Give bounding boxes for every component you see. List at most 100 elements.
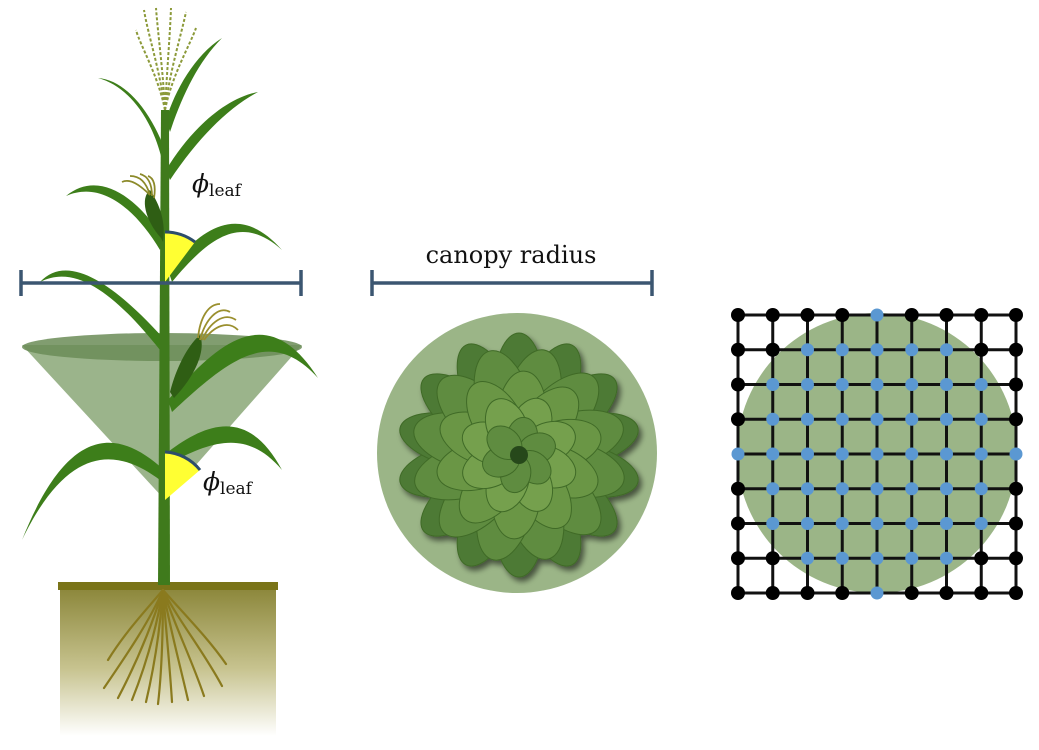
grid-node-inside [835,551,849,565]
grid-node-inside [870,517,884,530]
grid-node-inside [974,378,988,391]
grid-node-inside [801,447,814,461]
grid-node-inside [940,551,953,565]
grid-node-outside [765,308,780,322]
roots [102,588,228,706]
rosette-panel: canopy radius [370,241,657,593]
upper-ear [121,173,164,242]
grid-node-inside [870,343,884,357]
grid-node-inside [870,551,884,565]
maize-plant: ϕleaf ϕleaf [19,7,318,736]
grid-node-inside [801,343,814,357]
grid-node-outside [904,586,919,600]
grid-nodes [731,308,1023,600]
grid-node-inside [801,517,814,530]
grid-node-inside [870,447,884,461]
grid-node-inside [905,482,919,496]
grid-node-inside [731,447,745,461]
grid-node-outside [939,308,954,322]
grid-node-inside [870,308,884,322]
rosette-center [510,446,528,464]
lower-angle-phi: ϕ [203,467,220,496]
tassel [135,7,197,111]
grid-node-outside [974,342,989,357]
grid-node-outside [1009,586,1023,600]
grid-node-inside [940,482,953,496]
grid-node-outside [800,308,815,322]
grid-node-inside [905,517,919,530]
rosette [399,332,639,578]
grid-node-outside [731,551,745,566]
grid-node-inside [974,412,988,426]
grid-node-inside [905,412,919,426]
grid-node-outside [731,586,745,600]
grid-node-outside [974,586,989,600]
grid-node-outside [1009,308,1023,322]
grid-node-outside [731,481,745,496]
grid-node-outside [765,586,780,600]
grid-node-inside [835,517,849,530]
grid-node-outside [731,308,745,322]
grid-node-outside [731,342,745,357]
grid-node-inside [974,482,988,496]
grid-node-inside [835,343,849,357]
grid-node-inside [940,517,953,530]
grid-node-outside [1009,481,1023,496]
grid-node-outside [800,586,815,600]
grid-node-inside [801,482,814,496]
grid-node-outside [731,516,745,531]
grid-node-outside [765,342,780,357]
grid-node-outside [974,308,989,322]
grid-node-inside [905,551,919,565]
stem [158,110,170,585]
upper-angle-subscript: leaf [209,181,243,201]
lower-angle-subscript: leaf [220,479,254,499]
upper-leaf-angle [164,230,196,282]
grid-node-inside [801,412,814,426]
grid-node-outside [1009,516,1023,531]
grid-node-outside [765,551,780,566]
grid-node-outside [1009,377,1023,392]
grid-node-inside [974,517,988,530]
grid-node-inside [870,482,884,496]
upper-angle-label: ϕleaf [192,169,243,201]
grid-node-inside [940,343,953,357]
grid-node-outside [1009,412,1023,427]
lower-angle-label: ϕleaf [203,467,254,499]
grid-node-outside [731,412,745,427]
grid-node-inside [974,447,988,461]
grid-node-inside [940,447,953,461]
grid-node-outside [904,308,919,322]
grid-node-outside [974,551,989,566]
canopy-radius-label: canopy radius [426,241,597,269]
grid-node-outside [1009,551,1023,566]
grid-node-outside [731,377,745,392]
lower-leaf-angle [164,450,202,500]
grid-node-inside [1009,447,1023,461]
grid-node-inside [870,378,884,391]
grid-node-inside [835,482,849,496]
grid-node-outside [1009,342,1023,357]
grid-node-outside [835,586,850,600]
grid-panel [731,308,1023,600]
grid-node-inside [801,378,814,391]
leaves [22,38,318,540]
grid-node-inside [905,378,919,391]
grid-node-inside [801,551,814,565]
plant-width-bar [19,270,303,296]
grid-node-inside [905,343,919,357]
grid-node-inside [766,447,780,461]
grid-node-inside [905,447,919,461]
grid-node-inside [766,517,780,530]
upper-angle-phi: ϕ [192,169,209,198]
soil-surface [58,582,278,590]
grid-node-inside [766,412,780,426]
grid-node-outside [835,308,850,322]
grid-node-inside [835,378,849,391]
grid-node-inside [766,482,780,496]
grid-node-inside [940,378,953,391]
grid-node-inside [870,412,884,426]
grid-node-inside [940,412,953,426]
grid-node-inside [835,447,849,461]
